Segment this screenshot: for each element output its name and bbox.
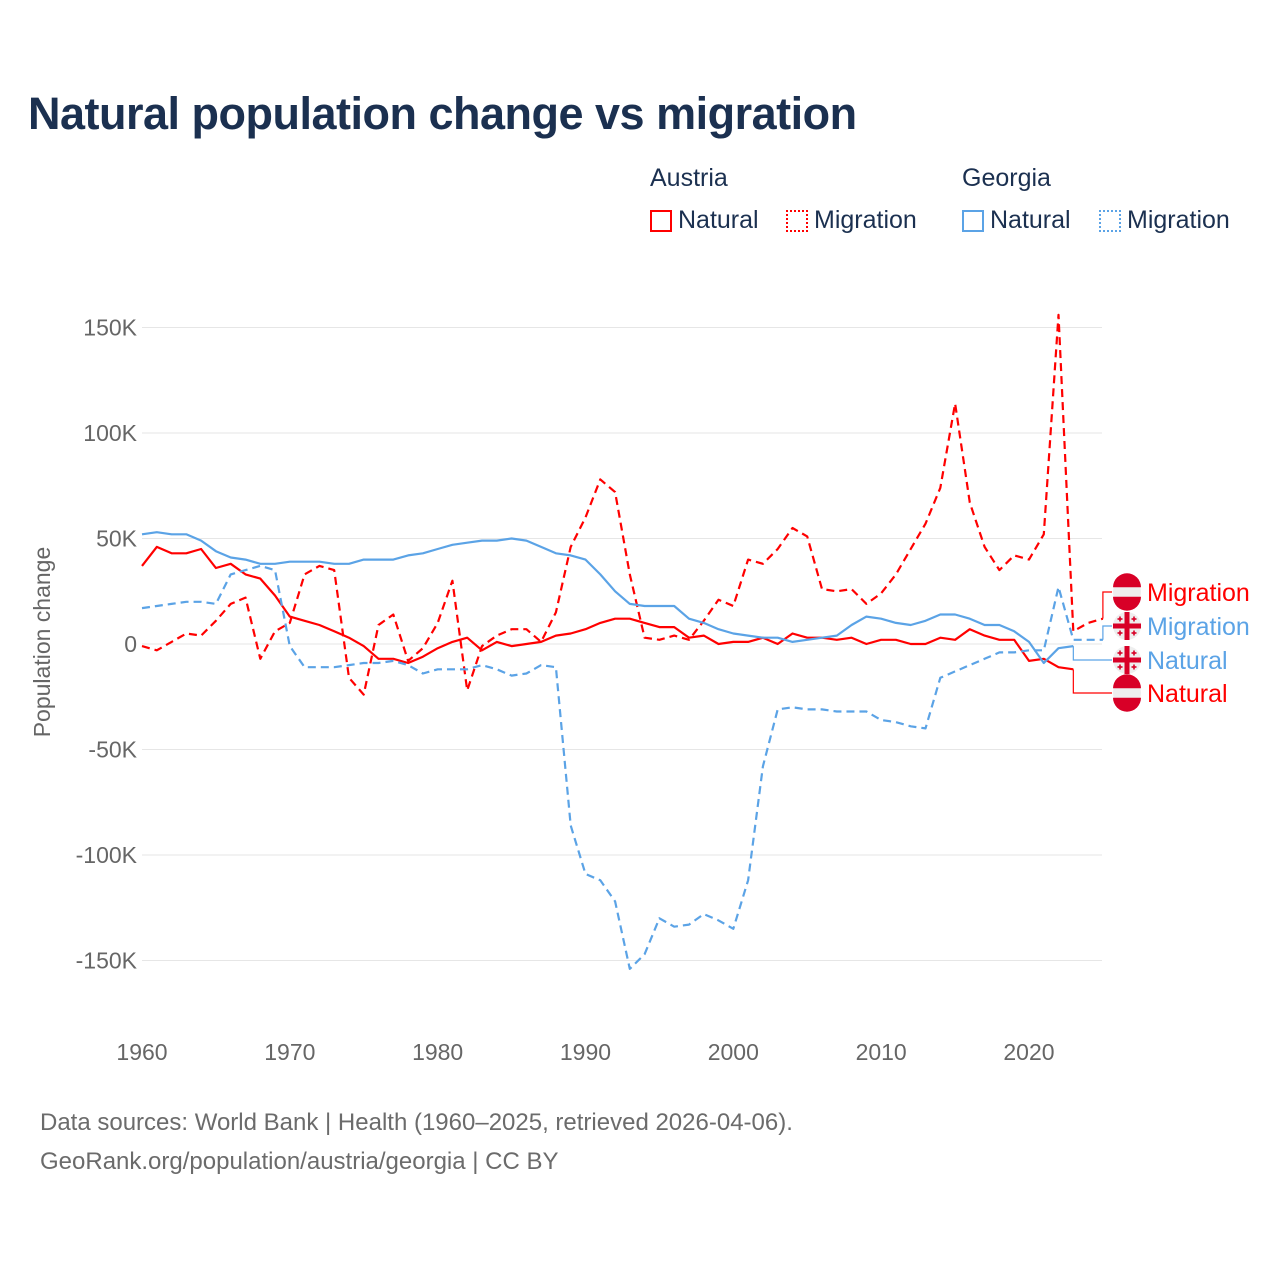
label-connector bbox=[1102, 625, 1112, 640]
legend-group-georgia: Georgia bbox=[962, 164, 1051, 192]
y-tick-label: 100K bbox=[83, 420, 137, 446]
flag-small-cross bbox=[1133, 616, 1135, 622]
flag-stripe bbox=[1113, 674, 1141, 689]
legend-label: Natural bbox=[678, 206, 759, 234]
legend-swatch-solid bbox=[962, 209, 984, 232]
chart-title: Natural population change vs migration bbox=[28, 88, 857, 139]
flag-small-cross bbox=[1133, 630, 1135, 636]
flag-stripe bbox=[1113, 697, 1141, 712]
flag-small-cross bbox=[1133, 650, 1135, 656]
end-label-georgia-migration: Migration bbox=[1147, 613, 1250, 641]
flag-small-cross bbox=[1119, 616, 1121, 622]
flag-stripe bbox=[1113, 573, 1141, 588]
flag-small-cross bbox=[1119, 650, 1121, 656]
flag-cross bbox=[1124, 612, 1130, 640]
georgia-flag-icon bbox=[1113, 612, 1141, 640]
austria-flag-icon bbox=[1113, 674, 1141, 712]
series-line-georgia-natural bbox=[141, 531, 1074, 665]
flag-small-cross bbox=[1119, 664, 1121, 670]
legend-austria-natural[interactable]: Natural bbox=[650, 206, 759, 235]
legend-georgia-migration[interactable]: Migration bbox=[1099, 206, 1230, 235]
footer-attribution[interactable]: GeoRank.org/population/austria/georgia |… bbox=[40, 1148, 559, 1175]
flag-stripe bbox=[1113, 596, 1141, 611]
legend-georgia-natural[interactable]: Natural bbox=[962, 206, 1071, 235]
y-tick-label: 150K bbox=[83, 315, 137, 341]
y-tick-label: 0 bbox=[124, 631, 137, 657]
austria-flag-icon bbox=[1113, 573, 1141, 611]
x-tick-label: 2000 bbox=[708, 1039, 759, 1065]
x-tick-label: 2020 bbox=[1003, 1039, 1054, 1065]
y-tick-label: -100K bbox=[76, 842, 138, 868]
legend-swatch-solid bbox=[650, 209, 672, 232]
flag-cross bbox=[1124, 646, 1130, 674]
footer-sources: Data sources: World Bank | Health (1960–… bbox=[40, 1109, 793, 1136]
x-tick-label: 1980 bbox=[412, 1039, 463, 1065]
x-tick-label: 1990 bbox=[560, 1039, 611, 1065]
series-line-austria-migration bbox=[141, 313, 1104, 696]
legend-swatch-dotted bbox=[1099, 209, 1121, 232]
label-connector bbox=[1072, 646, 1112, 661]
label-connector bbox=[1102, 591, 1112, 619]
legend-group-austria: Austria bbox=[650, 164, 728, 192]
legend-label: Migration bbox=[814, 206, 917, 234]
legend-austria-migration[interactable]: Migration bbox=[786, 206, 917, 235]
end-label-austria-migration: Migration bbox=[1147, 579, 1250, 607]
legend-label: Natural bbox=[990, 206, 1071, 234]
georgia-flag-icon bbox=[1113, 646, 1141, 674]
label-connector bbox=[1072, 669, 1112, 694]
y-tick-label: -150K bbox=[76, 948, 138, 974]
series-line-austria-natural bbox=[141, 545, 1074, 671]
y-axis-label: Population change bbox=[29, 547, 55, 738]
end-label-austria-natural: Natural bbox=[1147, 680, 1228, 708]
y-tick-label: 50K bbox=[96, 526, 138, 552]
flag-small-cross bbox=[1133, 664, 1135, 670]
x-tick-label: 1960 bbox=[116, 1039, 167, 1065]
series-line-georgia-migration bbox=[141, 564, 1103, 971]
x-tick-label: 1970 bbox=[264, 1039, 315, 1065]
x-tick-label: 2010 bbox=[856, 1039, 907, 1065]
end-label-georgia-natural: Natural bbox=[1147, 647, 1228, 675]
y-tick-label: -50K bbox=[88, 737, 137, 763]
flag-small-cross bbox=[1119, 630, 1121, 636]
legend-label: Migration bbox=[1127, 206, 1230, 234]
legend-swatch-dotted bbox=[786, 209, 808, 232]
